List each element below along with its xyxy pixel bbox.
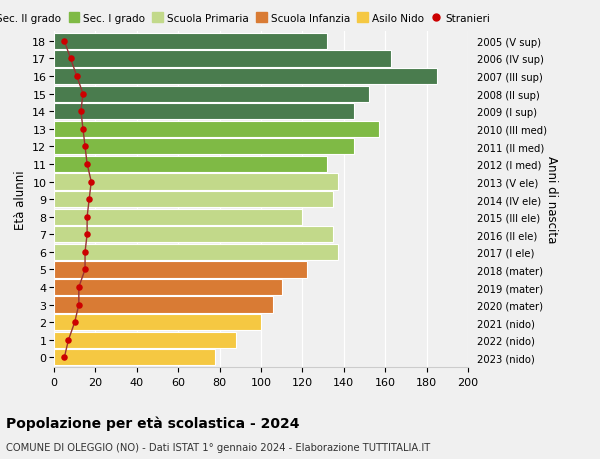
Bar xyxy=(54,227,334,243)
Point xyxy=(59,354,69,361)
Point xyxy=(82,231,92,238)
Point xyxy=(86,179,96,186)
Point xyxy=(80,266,90,274)
Bar xyxy=(54,349,215,366)
Point xyxy=(66,56,76,63)
Bar xyxy=(54,280,282,296)
Bar xyxy=(54,122,379,138)
Bar xyxy=(54,262,307,278)
Bar xyxy=(54,157,327,173)
Point xyxy=(64,336,73,344)
Point xyxy=(80,249,90,256)
Point xyxy=(76,108,86,116)
Point xyxy=(70,319,79,326)
Bar xyxy=(54,34,327,50)
Point xyxy=(74,301,83,308)
Point xyxy=(72,73,82,80)
Bar xyxy=(54,104,354,120)
Y-axis label: Età alunni: Età alunni xyxy=(14,170,26,230)
Point xyxy=(80,143,90,151)
Point xyxy=(59,38,69,45)
Bar xyxy=(54,139,354,155)
Legend: Sec. II grado, Sec. I grado, Scuola Primaria, Scuola Infanzia, Asilo Nido, Stran: Sec. II grado, Sec. I grado, Scuola Prim… xyxy=(0,13,491,23)
Bar xyxy=(54,297,274,313)
Bar xyxy=(54,86,368,102)
Bar xyxy=(54,209,302,225)
Bar xyxy=(54,174,338,190)
Bar xyxy=(54,69,437,85)
Point xyxy=(78,126,88,133)
Bar xyxy=(54,51,391,67)
Bar xyxy=(54,314,261,330)
Text: Popolazione per età scolastica - 2024: Popolazione per età scolastica - 2024 xyxy=(6,415,299,430)
Y-axis label: Anni di nascita: Anni di nascita xyxy=(545,156,558,243)
Point xyxy=(78,91,88,98)
Text: COMUNE DI OLEGGIO (NO) - Dati ISTAT 1° gennaio 2024 - Elaborazione TUTTITALIA.IT: COMUNE DI OLEGGIO (NO) - Dati ISTAT 1° g… xyxy=(6,442,430,452)
Bar xyxy=(54,332,236,348)
Point xyxy=(74,284,83,291)
Bar xyxy=(54,191,334,208)
Point xyxy=(82,213,92,221)
Point xyxy=(82,161,92,168)
Point xyxy=(85,196,94,203)
Bar xyxy=(54,244,338,260)
